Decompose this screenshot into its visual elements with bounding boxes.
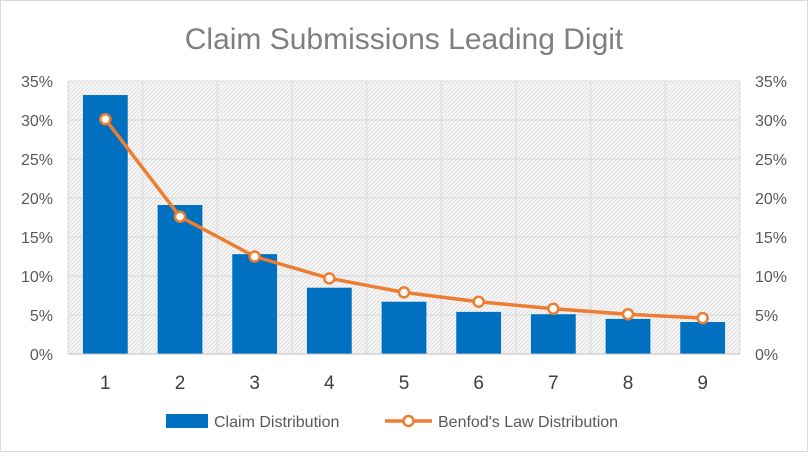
legend-label-line: Benfod's Law Distribution	[438, 414, 618, 431]
bar-series	[82, 95, 726, 354]
y-tick-label-left: 30%	[21, 113, 53, 130]
line-series	[99, 112, 709, 325]
y-tick-label-left: 10%	[21, 269, 53, 286]
y-tick-label-right: 10%	[755, 269, 787, 286]
y-tick-label-right: 15%	[755, 230, 787, 247]
x-tick-label: 7	[548, 373, 559, 394]
benford-point	[323, 272, 336, 285]
y-tick-label-right: 25%	[755, 152, 787, 169]
y-axis-left: 0% 5% 10% 15% 20% 25% 30% 35%	[21, 74, 53, 364]
y-tick-label-right: 0%	[755, 347, 778, 364]
x-tick-label: 8	[623, 373, 634, 394]
y-tick-label-left: 20%	[21, 191, 53, 208]
chart-title: Claim Submissions Leading Digit	[185, 23, 624, 56]
y-tick-label-right: 20%	[755, 191, 787, 208]
bar	[680, 322, 726, 354]
x-tick-label: 6	[473, 373, 484, 394]
benford-point	[696, 311, 709, 325]
bar	[306, 287, 352, 354]
bar	[232, 254, 278, 354]
y-tick-label-right: 30%	[755, 113, 787, 130]
bar	[82, 95, 128, 354]
x-tick-label: 5	[399, 373, 410, 394]
benford-point	[173, 210, 187, 223]
bar	[456, 311, 502, 354]
benford-point	[248, 250, 261, 263]
benford-point	[547, 302, 560, 316]
y-tick-label-left: 15%	[21, 230, 53, 247]
y-tick-label-left: 35%	[21, 74, 53, 91]
y-tick-label-left: 0%	[30, 347, 53, 364]
bar	[605, 318, 651, 354]
bar	[381, 301, 427, 354]
benford-point	[397, 286, 411, 299]
x-tick-label: 9	[697, 373, 708, 394]
benford-point	[621, 307, 635, 321]
bar	[530, 314, 576, 354]
legend: Claim Distribution Benfod's Law Distribut…	[166, 414, 618, 431]
bar	[157, 205, 203, 354]
legend-swatch-marker	[402, 414, 415, 428]
y-axis-right: 0% 5% 10% 15% 20% 25% 30% 35%	[755, 74, 787, 364]
gridlines	[67, 80, 741, 355]
benford-point	[472, 295, 485, 308]
y-tick-label-right: 5%	[755, 308, 778, 325]
y-tick-label-left: 5%	[30, 308, 53, 325]
x-tick-label: 3	[249, 373, 260, 394]
x-tick-label: 2	[175, 373, 186, 394]
y-tick-label-left: 25%	[21, 152, 53, 169]
x-axis: 1 2 3 4 5 6 7 8 9	[68, 353, 740, 394]
x-tick-label: 4	[324, 373, 335, 394]
legend-swatch-bar	[166, 414, 208, 428]
legend-label-bar: Claim Distribution	[214, 414, 339, 431]
benford-point	[99, 112, 112, 126]
y-tick-label-right: 35%	[755, 74, 787, 91]
x-tick-label: 1	[100, 373, 111, 394]
